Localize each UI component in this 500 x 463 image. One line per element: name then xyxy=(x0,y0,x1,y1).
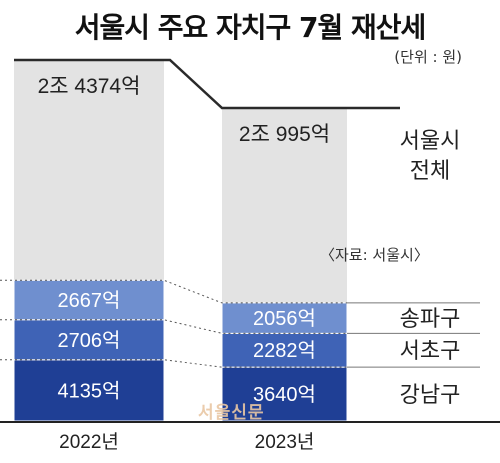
data-label-songpa-2022: 2667억 xyxy=(58,289,121,312)
data-label-seocho-2022: 2706억 xyxy=(58,329,121,352)
bar-gangnam-2022 xyxy=(13,359,165,422)
total-outline-line xyxy=(14,58,400,110)
chart-title: 서울시 주요 자치구 7월 재산세 xyxy=(74,11,427,44)
unit-label: (단위 : 원) xyxy=(394,48,462,66)
bar-gangnam-2023 xyxy=(221,366,348,422)
x-tick-label-2023: 2023년 xyxy=(255,431,315,453)
data-label-gangnam-2023: 3640억 xyxy=(253,383,316,406)
data-label-total-2023: 2조 995억 xyxy=(239,123,330,146)
x-tick-label-2022: 2022년 xyxy=(59,431,119,453)
connector-line-songpa xyxy=(0,279,347,304)
legend-seocho: 서초구 xyxy=(400,338,461,363)
data-label-seocho-2023: 2282억 xyxy=(253,339,316,362)
legend-gangnam: 강남구 xyxy=(400,382,461,407)
watermark-logo: 서울신문 xyxy=(198,403,265,423)
data-label-songpa-2023: 2056억 xyxy=(253,307,316,330)
bar-seocho-2022 xyxy=(13,319,165,361)
legend-total-line2: 전체 xyxy=(410,158,450,183)
bar-songpa-2023 xyxy=(221,302,348,334)
connector-line-seocho xyxy=(0,319,347,334)
bar-songpa-2022 xyxy=(13,279,165,321)
data-label-gangnam-2022: 4135억 xyxy=(58,379,121,402)
legend-total-line1: 서울시 xyxy=(400,128,461,153)
source-label: 〈자료: 서울시〉 xyxy=(320,246,429,264)
legend-songpa: 송파구 xyxy=(400,306,461,331)
connector-line-gangnam xyxy=(0,359,347,368)
data-label-total-2022: 2조 4374억 xyxy=(38,75,141,98)
